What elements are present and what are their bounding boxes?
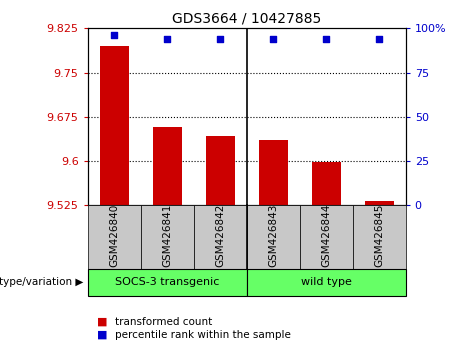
Bar [153,127,182,205]
Text: GSM426845: GSM426845 [374,204,384,267]
Text: ■: ■ [97,330,107,339]
Text: GSM426840: GSM426840 [109,204,119,267]
Text: GSM426841: GSM426841 [162,204,172,267]
Text: GSM426844: GSM426844 [321,204,331,267]
Point [375,36,383,42]
Title: GDS3664 / 10427885: GDS3664 / 10427885 [172,12,321,26]
Text: SOCS-3 transgenic: SOCS-3 transgenic [115,277,219,287]
Bar [206,136,235,205]
Text: percentile rank within the sample: percentile rank within the sample [115,330,291,339]
Text: ■: ■ [97,317,107,327]
Point [110,33,118,38]
Text: GSM426843: GSM426843 [268,204,278,267]
Text: genotype/variation ▶: genotype/variation ▶ [0,277,83,287]
Text: transformed count: transformed count [115,317,213,327]
Bar [100,46,129,205]
Text: GSM426842: GSM426842 [215,204,225,267]
Bar [312,162,341,205]
Point [216,36,224,42]
Bar [365,201,394,205]
Bar [259,140,288,205]
Point [163,36,171,42]
Text: wild type: wild type [301,277,352,287]
Point [322,36,330,42]
Point [269,36,277,42]
